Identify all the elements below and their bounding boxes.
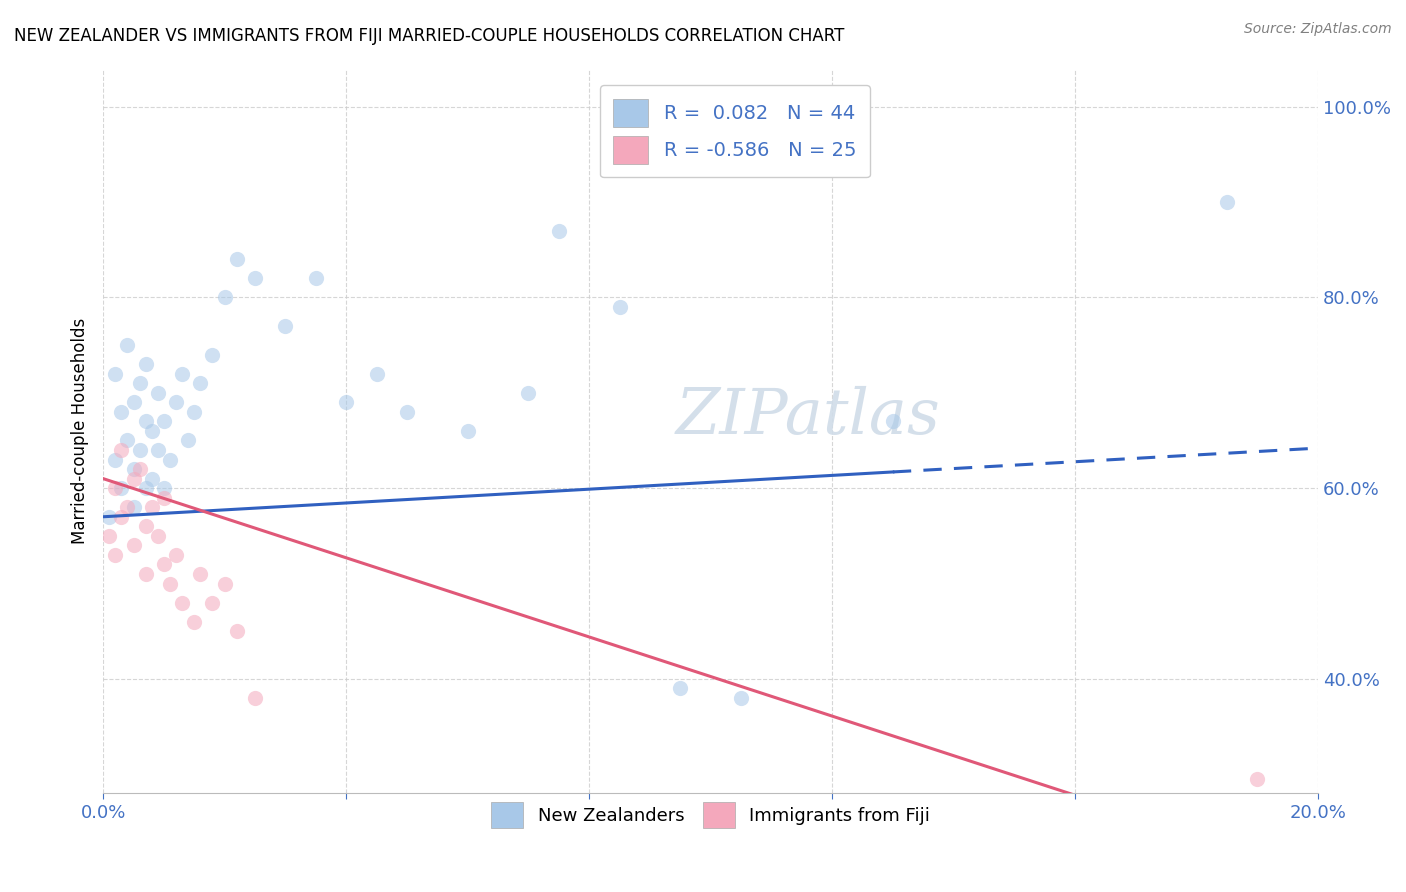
Point (214, 576, 236, 591)
Point (335, 395, 357, 409)
Point (110, 509, 132, 524)
Point (159, 576, 181, 591)
Point (117, 500, 139, 515)
Point (243, 690, 266, 705)
Point (98, 529, 121, 543)
Point (172, 367, 194, 381)
Point (141, 424, 163, 438)
Point (122, 538, 145, 552)
Point (135, 519, 157, 533)
Point (98, 509, 121, 524)
Point (225, 252, 247, 267)
Point (274, 318, 297, 333)
Point (104, 481, 127, 495)
Point (165, 548, 187, 562)
Point (165, 395, 187, 409)
Point (135, 566, 157, 581)
Point (117, 338, 139, 352)
Point (243, 271, 266, 285)
Point (395, 405, 418, 419)
Point (1246, 772, 1268, 786)
Point (122, 395, 145, 409)
Point (183, 615, 205, 629)
Point (128, 462, 150, 476)
Point (128, 442, 150, 457)
Point (135, 414, 157, 428)
Point (110, 405, 132, 419)
Point (122, 500, 145, 515)
Point (547, 224, 569, 238)
Point (122, 472, 145, 486)
Point (146, 385, 169, 400)
Point (153, 481, 176, 495)
Point (104, 367, 127, 381)
Point (366, 367, 388, 381)
Legend: New Zealanders, Immigrants from Fiji: New Zealanders, Immigrants from Fiji (484, 795, 938, 835)
Y-axis label: Married-couple Households: Married-couple Households (72, 318, 89, 544)
Point (122, 462, 145, 476)
Point (669, 681, 692, 696)
Point (457, 424, 479, 438)
Point (146, 529, 169, 543)
Point (214, 290, 236, 304)
Point (104, 548, 127, 562)
Point (104, 452, 127, 467)
Point (305, 271, 328, 285)
Point (183, 405, 205, 419)
Point (110, 442, 132, 457)
Point (117, 434, 139, 448)
Point (141, 500, 163, 515)
Text: NEW ZEALANDER VS IMMIGRANTS FROM FIJI MARRIED-COUPLE HOUSEHOLDS CORRELATION CHAR: NEW ZEALANDER VS IMMIGRANTS FROM FIJI MA… (14, 27, 845, 45)
Point (517, 385, 540, 400)
Point (201, 596, 224, 610)
Point (159, 452, 181, 467)
Point (153, 414, 176, 428)
Point (153, 558, 176, 572)
Point (146, 442, 169, 457)
Point (110, 481, 132, 495)
Point (882, 414, 904, 428)
Point (153, 491, 176, 505)
Point (128, 376, 150, 391)
Point (188, 376, 211, 391)
Point (609, 300, 631, 314)
Point (135, 357, 157, 371)
Point (201, 348, 224, 362)
Point (1216, 195, 1239, 210)
Point (225, 624, 247, 639)
Point (172, 596, 194, 610)
Point (188, 566, 211, 581)
Point (177, 434, 200, 448)
Text: ZIPatlas: ZIPatlas (675, 385, 941, 447)
Point (135, 481, 157, 495)
Text: Source: ZipAtlas.com: Source: ZipAtlas.com (1244, 22, 1392, 37)
Point (730, 690, 752, 705)
Point (141, 472, 163, 486)
